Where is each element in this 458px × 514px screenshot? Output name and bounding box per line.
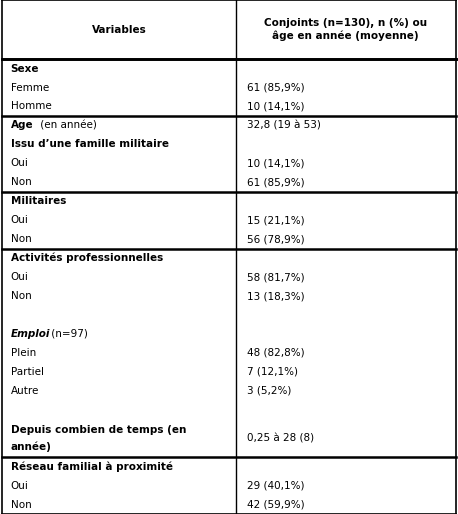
Text: Issu d’une famille militaire: Issu d’une famille militaire bbox=[11, 139, 169, 150]
Text: Age: Age bbox=[11, 120, 33, 131]
Text: 3 (5,2%): 3 (5,2%) bbox=[247, 386, 292, 396]
Text: Non: Non bbox=[11, 291, 31, 301]
Text: 29 (40,1%): 29 (40,1%) bbox=[247, 481, 305, 490]
Text: 42 (59,9%): 42 (59,9%) bbox=[247, 500, 305, 509]
Text: 61 (85,9%): 61 (85,9%) bbox=[247, 83, 305, 93]
Text: Variables: Variables bbox=[92, 25, 147, 34]
Text: Militaires: Militaires bbox=[11, 196, 66, 206]
Text: Oui: Oui bbox=[11, 158, 28, 169]
Text: 58 (81,7%): 58 (81,7%) bbox=[247, 272, 305, 282]
Text: Plein: Plein bbox=[11, 348, 36, 358]
Text: 0,25 à 28 (8): 0,25 à 28 (8) bbox=[247, 433, 315, 443]
Text: Activités professionnelles: Activités professionnelles bbox=[11, 253, 163, 263]
Text: année): année) bbox=[11, 442, 51, 452]
Text: Emploi: Emploi bbox=[11, 329, 50, 339]
Text: Oui: Oui bbox=[11, 272, 28, 282]
Text: Oui: Oui bbox=[11, 481, 28, 490]
Text: (n=97): (n=97) bbox=[48, 329, 88, 339]
Text: 13 (18,3%): 13 (18,3%) bbox=[247, 291, 305, 301]
Text: Depuis combien de temps (en: Depuis combien de temps (en bbox=[11, 425, 186, 435]
Text: Non: Non bbox=[11, 500, 31, 509]
Text: 61 (85,9%): 61 (85,9%) bbox=[247, 177, 305, 187]
Text: 15 (21,1%): 15 (21,1%) bbox=[247, 215, 305, 225]
Text: Non: Non bbox=[11, 177, 31, 187]
Text: Oui: Oui bbox=[11, 215, 28, 225]
Text: 10 (14,1%): 10 (14,1%) bbox=[247, 158, 305, 169]
Text: Conjoints (n=130), n (%) ou
âge en année (moyenne): Conjoints (n=130), n (%) ou âge en année… bbox=[264, 18, 427, 41]
Text: Partiel: Partiel bbox=[11, 367, 44, 377]
Text: 56 (78,9%): 56 (78,9%) bbox=[247, 234, 305, 244]
Text: 48 (82,8%): 48 (82,8%) bbox=[247, 348, 305, 358]
Text: 32,8 (19 à 53): 32,8 (19 à 53) bbox=[247, 120, 321, 131]
Text: 10 (14,1%): 10 (14,1%) bbox=[247, 101, 305, 112]
Text: Non: Non bbox=[11, 234, 31, 244]
Text: Autre: Autre bbox=[11, 386, 39, 396]
Text: Femme: Femme bbox=[11, 83, 49, 93]
Text: Homme: Homme bbox=[11, 101, 51, 112]
Text: (en année): (en année) bbox=[37, 120, 97, 131]
Text: 7 (12,1%): 7 (12,1%) bbox=[247, 367, 298, 377]
Text: Réseau familial à proximité: Réseau familial à proximité bbox=[11, 462, 173, 472]
Text: Sexe: Sexe bbox=[11, 64, 39, 74]
